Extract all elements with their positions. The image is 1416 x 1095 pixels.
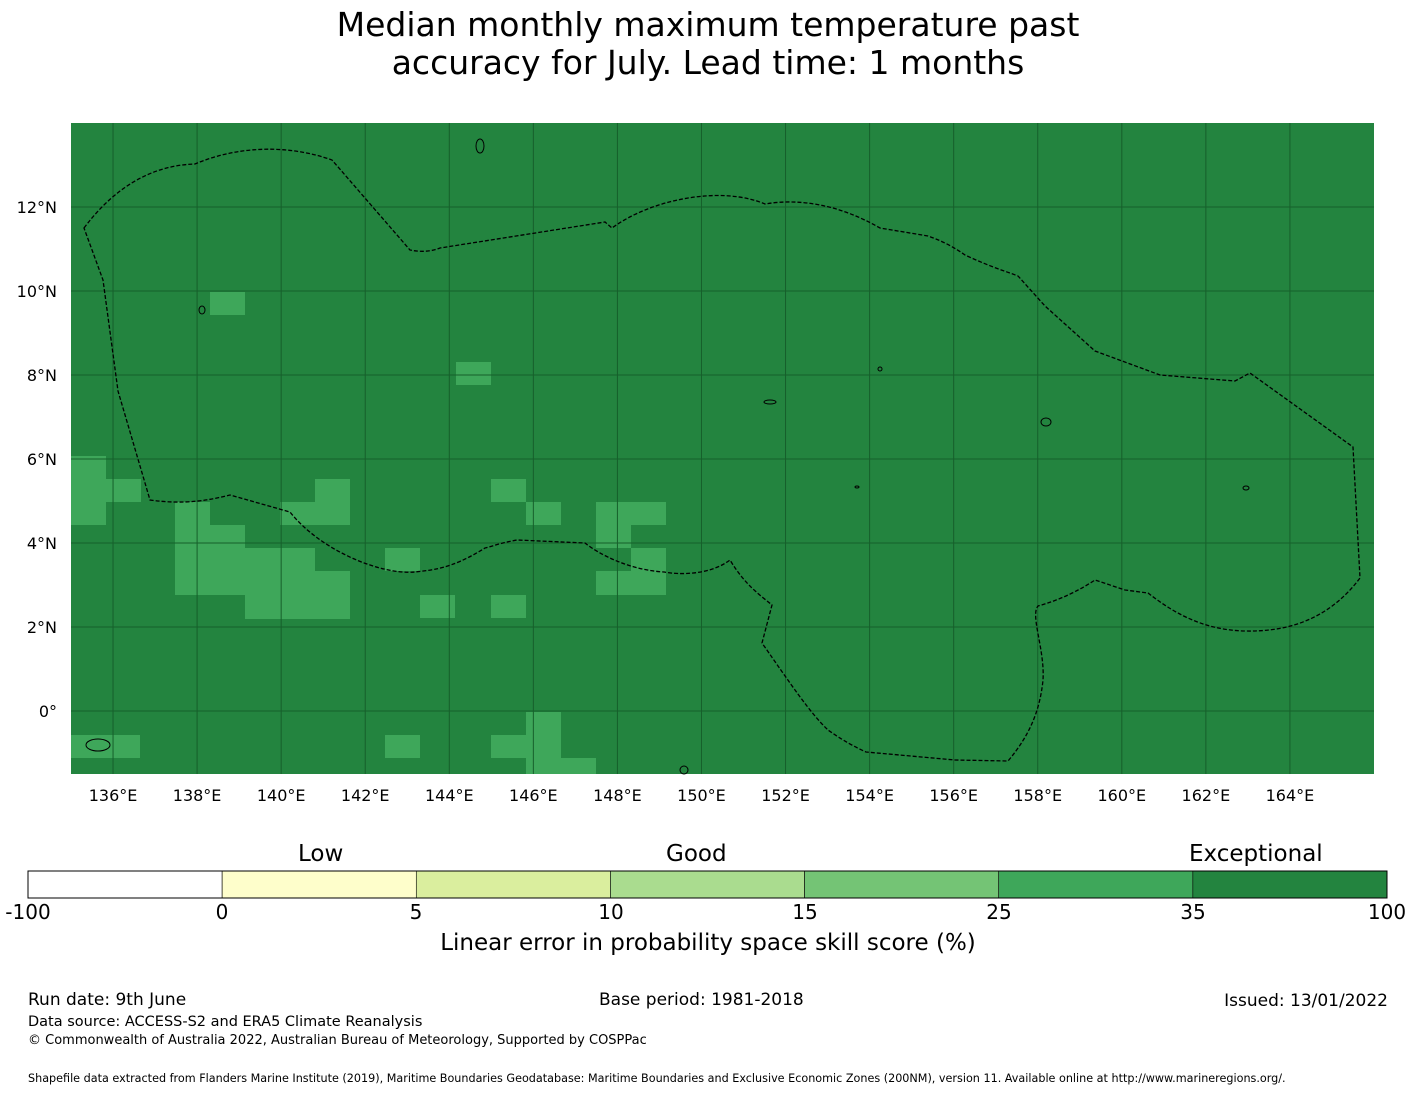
colorbar: [27, 870, 1388, 899]
skill-cell: [245, 548, 315, 619]
skill-cell: [491, 735, 526, 758]
colorbar-frame: [27, 870, 1388, 899]
chart-title: Median monthly maximum temperature past …: [0, 6, 1416, 82]
skill-cell: [596, 571, 631, 595]
colorbar-segment: [998, 870, 1194, 899]
data-source: Data source: ACCESS-S2 and ERA5 Climate …: [28, 1014, 423, 1030]
eez-boundary: [83, 148, 1361, 762]
colorbar-tick: 25: [986, 900, 1012, 924]
skill-cell: [561, 758, 596, 774]
skill-cell: [526, 502, 561, 525]
island: [475, 138, 485, 154]
lon-tick-label: 142°E: [341, 786, 390, 805]
island: [85, 738, 111, 752]
colorbar-tick: 10: [598, 900, 624, 924]
issued-date: Issued: 13/01/2022: [1224, 991, 1388, 1011]
island: [877, 366, 883, 372]
colorbar-label: Linear error in probability space skill …: [440, 930, 976, 956]
lon-tick-label: 152°E: [761, 786, 810, 805]
skill-cell: [175, 502, 210, 595]
island: [198, 305, 206, 315]
colorbar-segment: [415, 870, 611, 899]
skill-cell: [210, 525, 245, 595]
colorbar-tick: 5: [409, 900, 423, 924]
lon-tick-label: 156°E: [929, 786, 978, 805]
skill-cell: [71, 735, 140, 758]
island: [679, 765, 689, 775]
title-line-1: Median monthly maximum temperature past: [336, 5, 1080, 44]
island: [854, 485, 860, 489]
lat-tick-label: 6°N: [27, 450, 57, 469]
island: [1242, 485, 1250, 491]
skill-cells: [71, 292, 666, 774]
lon-tick-label: 144°E: [425, 786, 474, 805]
graticule: [71, 123, 1374, 774]
skill-cell: [210, 292, 245, 315]
lat-ticks: 12°N 10°N 8°N 6°N 4°N 2°N 0°: [17, 198, 57, 721]
island: [1040, 417, 1052, 427]
colorbar-group-low: Low: [298, 841, 344, 867]
skill-cell: [385, 735, 420, 758]
colorbar-group-exceptional: Exceptional: [1189, 841, 1323, 867]
base-period: Base period: 1981-2018: [599, 990, 804, 1010]
skill-cell: [631, 502, 666, 525]
colorbar-tick: 100: [1367, 900, 1407, 924]
title-line-2: accuracy for July. Lead time: 1 months: [391, 43, 1025, 82]
skill-cell: [315, 571, 350, 619]
lat-tick-label: 10°N: [17, 282, 57, 301]
skill-cell: [315, 479, 350, 502]
copyright: © Commonwealth of Australia 2022, Austra…: [28, 1033, 647, 1048]
colorbar-tick: -100: [5, 900, 51, 924]
colorbar-segment: [804, 870, 1000, 899]
islands: [85, 138, 1250, 775]
skill-cell: [596, 502, 631, 548]
colorbar-segment: [610, 870, 805, 899]
lon-tick-label: 150°E: [677, 786, 726, 805]
lon-tick-label: 148°E: [593, 786, 642, 805]
lon-tick-label: 164°E: [1266, 786, 1315, 805]
skill-cell: [385, 548, 420, 571]
colorbar-segment: [27, 870, 223, 899]
skill-cell: [491, 479, 526, 502]
skill-cell: [106, 479, 141, 502]
colorbar-group-good: Good: [666, 841, 727, 867]
skill-cell: [71, 456, 106, 525]
map-background: [71, 123, 1374, 774]
colorbar-tick: 15: [792, 900, 818, 924]
lon-tick-label: 138°E: [173, 786, 222, 805]
colorbar-segment: [1192, 870, 1388, 899]
skill-cell: [631, 548, 666, 595]
lat-tick-label: 8°N: [27, 366, 57, 385]
lon-tick-label: 136°E: [89, 786, 138, 805]
lat-tick-label: 0°: [39, 702, 57, 721]
lon-tick-label: 146°E: [509, 786, 558, 805]
skill-cell: [491, 595, 526, 618]
run-date: Run date: 9th June: [28, 990, 187, 1010]
lat-tick-label: 12°N: [17, 198, 57, 217]
colorbar-segment: [221, 870, 417, 899]
colorbar-tick: 0: [215, 900, 229, 924]
island: [763, 399, 777, 405]
lon-tick-label: 140°E: [257, 786, 306, 805]
lat-tick-label: 4°N: [27, 534, 57, 553]
skill-cell: [456, 362, 491, 385]
lon-tick-label: 162°E: [1182, 786, 1231, 805]
lon-ticks: 136°E 138°E 140°E 142°E 144°E 146°E 148°E 150°E…: [89, 786, 1315, 805]
lon-tick-label: 154°E: [845, 786, 894, 805]
shapefile-credit: Shapefile data extracted from Flanders M…: [28, 1072, 1286, 1085]
colorbar-tick: 35: [1180, 900, 1206, 924]
skill-cell: [420, 595, 455, 618]
lon-tick-label: 160°E: [1097, 786, 1146, 805]
skill-cell: [280, 502, 350, 525]
skill-cell: [526, 712, 561, 774]
lon-tick-label: 158°E: [1013, 786, 1062, 805]
lat-tick-label: 2°N: [27, 618, 57, 637]
